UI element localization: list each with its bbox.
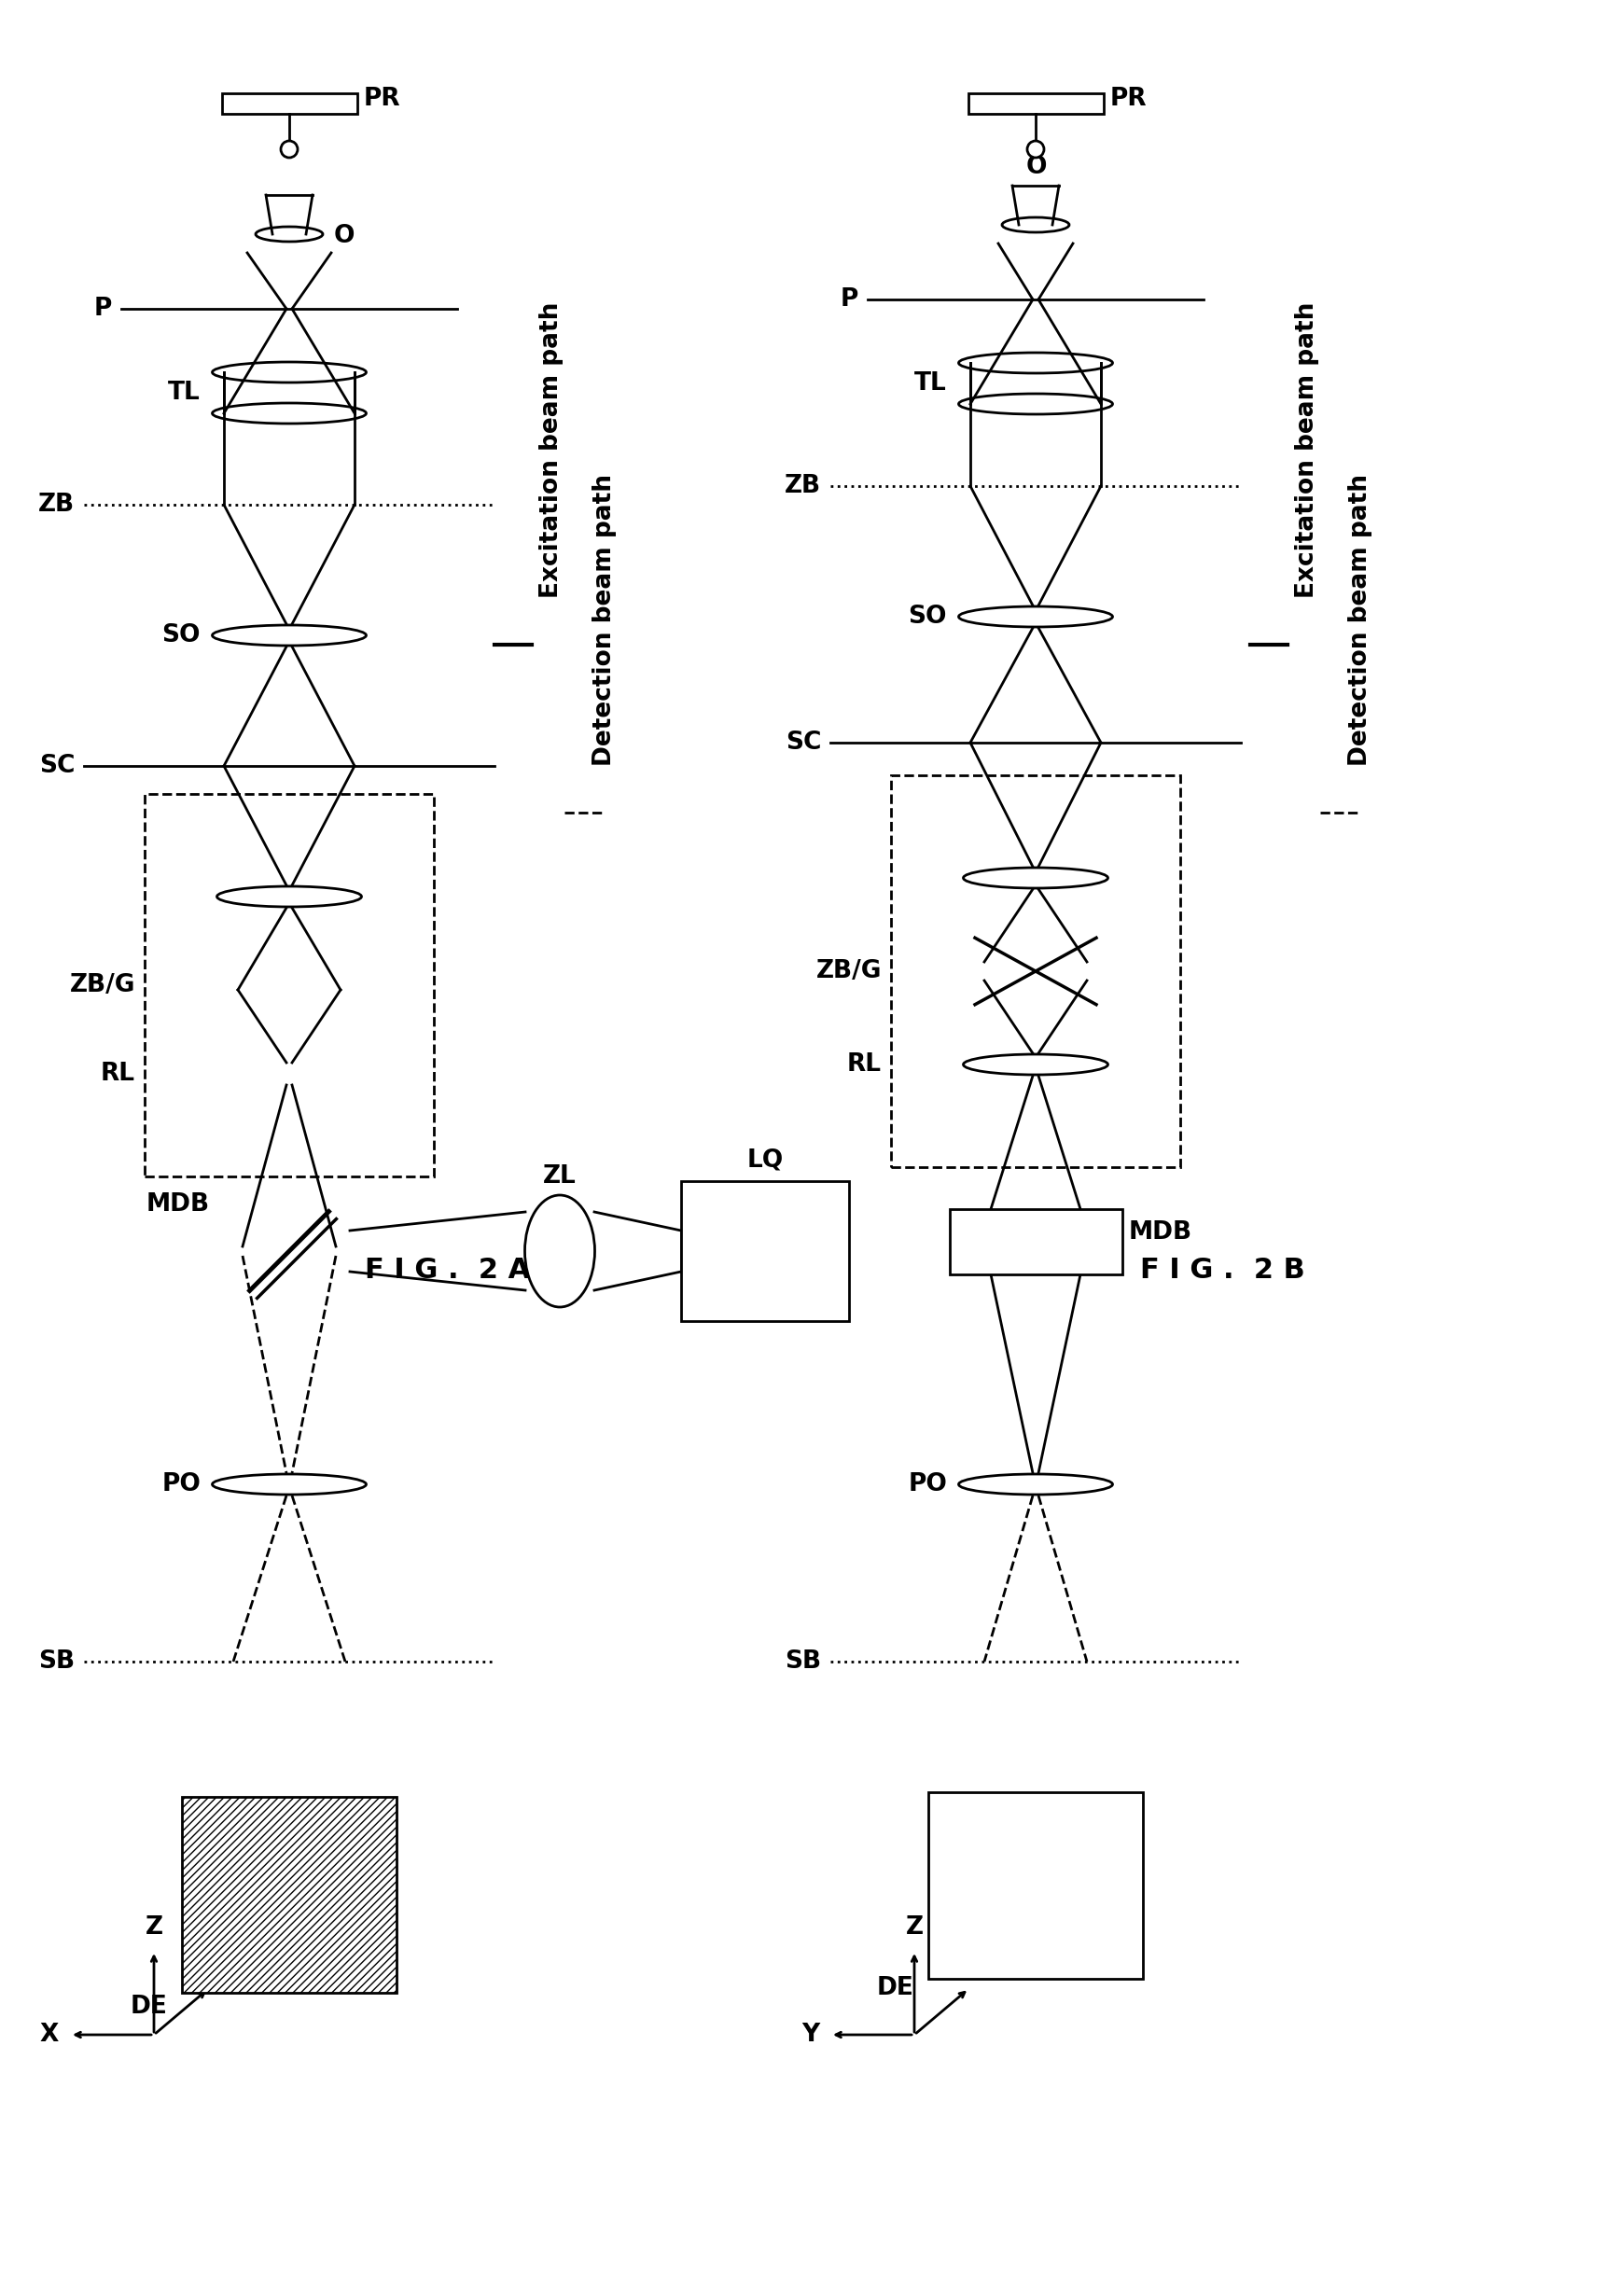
Text: SC: SC [38, 753, 75, 778]
Bar [183, 1798, 397, 1993]
Text: PO: PO [162, 1472, 200, 1497]
Text: ZL: ZL [543, 1164, 576, 1189]
Text: PR: PR [363, 87, 400, 110]
Text: RL: RL [847, 1052, 882, 1077]
Text: X: X [40, 2023, 59, 2048]
Text: Detection beam path: Detection beam path [1348, 473, 1372, 767]
Text: SB: SB [38, 1649, 75, 1674]
Text: RL: RL [101, 1061, 134, 1086]
Text: ZB/G: ZB/G [817, 960, 882, 983]
Text: Z: Z [906, 1915, 924, 1940]
Text: TL: TL [168, 381, 200, 404]
Ellipse shape [1028, 140, 1044, 158]
Text: F I G .  2 A: F I G . 2 A [365, 1256, 530, 1283]
Text: ZB: ZB [38, 494, 75, 517]
Ellipse shape [280, 140, 298, 158]
Text: O: O [1026, 154, 1047, 179]
Text: ZB/G: ZB/G [69, 974, 134, 996]
Bar [949, 1210, 1122, 1274]
Text: TL: TL [914, 372, 946, 395]
Bar [929, 1793, 1143, 1979]
Text: ZB: ZB [784, 473, 821, 498]
Text: SC: SC [784, 730, 821, 755]
Text: LQ: LQ [746, 1148, 783, 1171]
Text: Y: Y [216, 1958, 235, 1984]
Text: SO: SO [162, 622, 200, 647]
Text: F I G .  2 B: F I G . 2 B [1140, 1256, 1305, 1283]
Text: DE: DE [877, 1977, 914, 2000]
Text: Y: Y [800, 2023, 820, 2048]
Text: P: P [841, 287, 858, 312]
Text: PR: PR [1109, 87, 1148, 110]
Text: SO: SO [908, 604, 946, 629]
Text: O: O [335, 225, 355, 248]
Text: SB: SB [784, 1649, 821, 1674]
Bar [221, 94, 357, 115]
Text: PO: PO [908, 1472, 946, 1497]
Text: MDB: MDB [146, 1192, 210, 1217]
Bar [144, 794, 434, 1176]
Bar [969, 94, 1103, 115]
Text: Excitation beam path: Excitation beam path [1295, 303, 1319, 597]
Text: Excitation beam path: Excitation beam path [540, 303, 564, 597]
Text: P: P [94, 296, 112, 321]
Bar [892, 776, 1180, 1166]
Text: X: X [977, 1958, 996, 1984]
Text: DE: DE [131, 1995, 168, 2018]
Text: Z: Z [146, 1915, 163, 1940]
Bar [680, 1180, 849, 1320]
Text: MDB: MDB [1129, 1219, 1193, 1244]
Text: Detection beam path: Detection beam path [592, 473, 616, 767]
